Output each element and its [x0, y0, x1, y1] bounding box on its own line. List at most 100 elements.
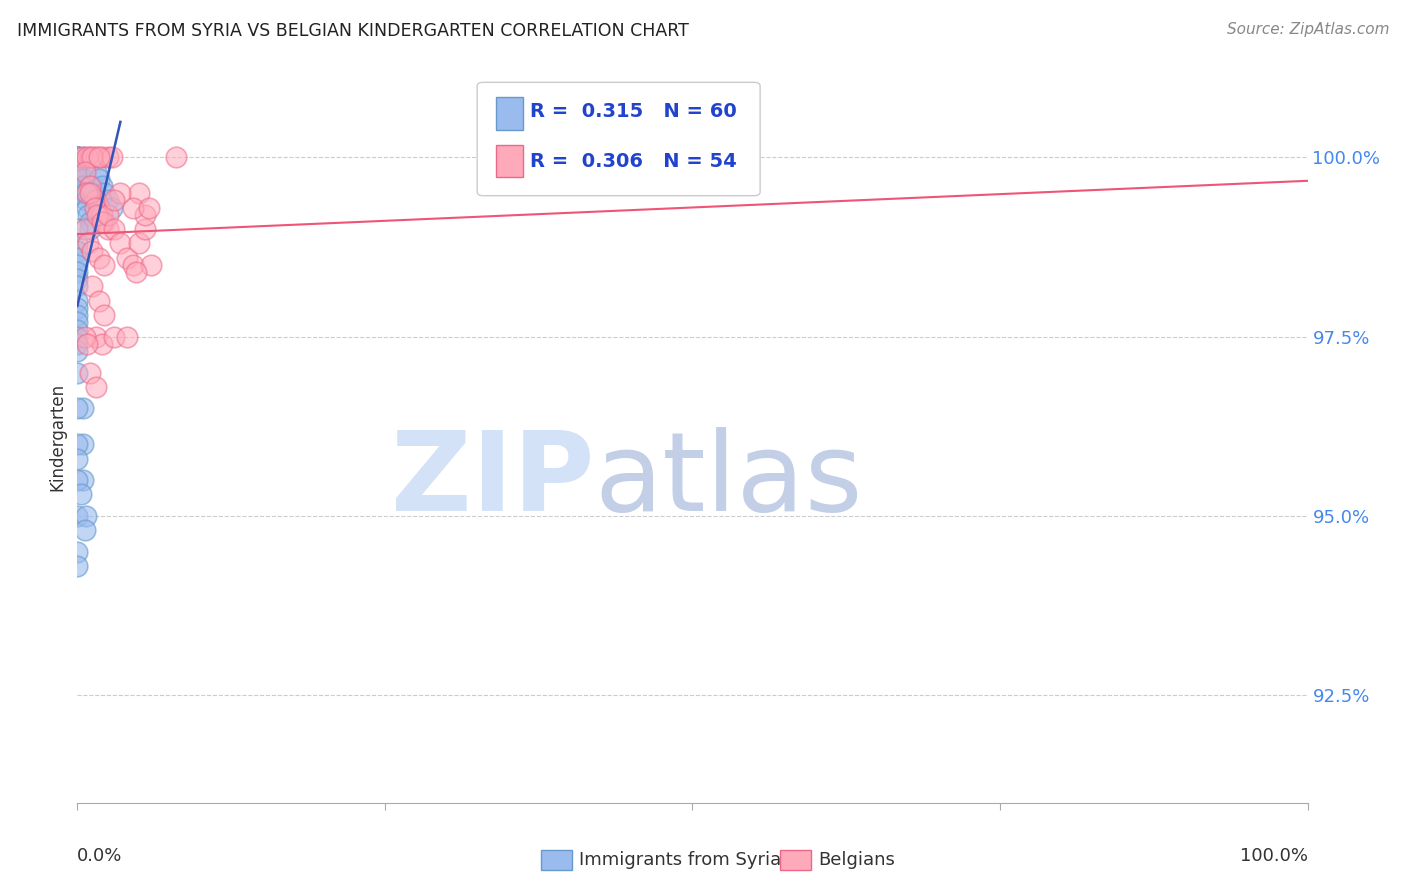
- Point: [66, 308, 89, 322]
- Point: [115, 329, 138, 343]
- Point: [76, 201, 98, 215]
- Point: [66, 545, 89, 559]
- Point: [103, 329, 125, 343]
- Point: [73, 524, 96, 538]
- Point: [77, 236, 100, 251]
- Point: [66, 451, 89, 466]
- Point: [97, 150, 120, 164]
- Point: [75, 508, 97, 523]
- Point: [72, 172, 94, 186]
- Point: [138, 201, 160, 215]
- Point: [66, 301, 89, 315]
- Point: [73, 329, 96, 343]
- Point: [121, 201, 143, 215]
- Point: [84, 165, 107, 179]
- Text: ZIP: ZIP: [391, 427, 595, 534]
- Point: [66, 315, 89, 329]
- Point: [66, 293, 89, 308]
- Point: [93, 186, 115, 201]
- Point: [121, 258, 143, 272]
- Point: [66, 150, 89, 164]
- Point: [90, 150, 114, 164]
- Point: [66, 172, 89, 186]
- Point: [66, 186, 89, 201]
- Point: [82, 244, 104, 258]
- Point: [66, 322, 89, 336]
- Point: [84, 329, 107, 343]
- Point: [90, 215, 114, 229]
- Point: [66, 366, 89, 380]
- Bar: [496, 97, 523, 130]
- Point: [79, 366, 101, 380]
- Point: [66, 150, 89, 164]
- Point: [66, 179, 89, 194]
- Point: [66, 272, 89, 286]
- Text: 0.0%: 0.0%: [77, 847, 122, 864]
- Point: [73, 165, 96, 179]
- Point: [93, 308, 115, 322]
- Point: [66, 437, 89, 451]
- Point: [66, 401, 89, 416]
- Point: [83, 201, 105, 215]
- Point: [66, 222, 89, 236]
- Point: [97, 194, 120, 208]
- Point: [90, 336, 114, 351]
- Point: [66, 258, 89, 272]
- Point: [66, 150, 89, 164]
- Text: 100.0%: 100.0%: [1240, 847, 1308, 864]
- Point: [90, 208, 114, 222]
- Point: [73, 222, 96, 236]
- Point: [89, 293, 111, 308]
- Text: R =  0.315   N = 60: R = 0.315 N = 60: [530, 102, 737, 121]
- Point: [70, 487, 93, 501]
- Point: [66, 244, 89, 258]
- Point: [66, 186, 89, 201]
- Point: [66, 473, 89, 487]
- Point: [84, 380, 107, 394]
- Point: [90, 179, 114, 194]
- Point: [82, 150, 104, 164]
- Bar: [496, 145, 523, 178]
- Point: [93, 258, 115, 272]
- Point: [101, 201, 124, 215]
- Point: [76, 150, 98, 164]
- Point: [79, 150, 101, 164]
- Point: [128, 186, 150, 201]
- Point: [134, 208, 156, 222]
- Point: [82, 279, 104, 293]
- Point: [77, 208, 100, 222]
- Point: [72, 158, 94, 172]
- Point: [110, 236, 132, 251]
- Point: [76, 336, 98, 351]
- FancyBboxPatch shape: [477, 82, 761, 195]
- Point: [66, 508, 89, 523]
- Point: [66, 336, 89, 351]
- Point: [66, 150, 89, 164]
- Point: [110, 186, 132, 201]
- Point: [66, 251, 89, 265]
- Point: [75, 194, 97, 208]
- Point: [128, 236, 150, 251]
- Point: [66, 150, 89, 164]
- Point: [101, 150, 124, 164]
- Point: [73, 186, 96, 201]
- Point: [72, 473, 94, 487]
- Point: [97, 208, 120, 222]
- Point: [66, 236, 89, 251]
- Point: [79, 215, 101, 229]
- Point: [72, 150, 94, 164]
- Point: [134, 222, 156, 236]
- Point: [89, 150, 111, 164]
- Point: [103, 222, 125, 236]
- Point: [97, 222, 120, 236]
- Point: [84, 194, 107, 208]
- Point: [72, 165, 94, 179]
- Point: [115, 251, 138, 265]
- Point: [79, 179, 101, 194]
- Point: [82, 179, 104, 194]
- Point: [66, 559, 89, 574]
- Text: Immigrants from Syria: Immigrants from Syria: [579, 851, 782, 869]
- Point: [89, 172, 111, 186]
- Text: Source: ZipAtlas.com: Source: ZipAtlas.com: [1226, 22, 1389, 37]
- Point: [93, 215, 115, 229]
